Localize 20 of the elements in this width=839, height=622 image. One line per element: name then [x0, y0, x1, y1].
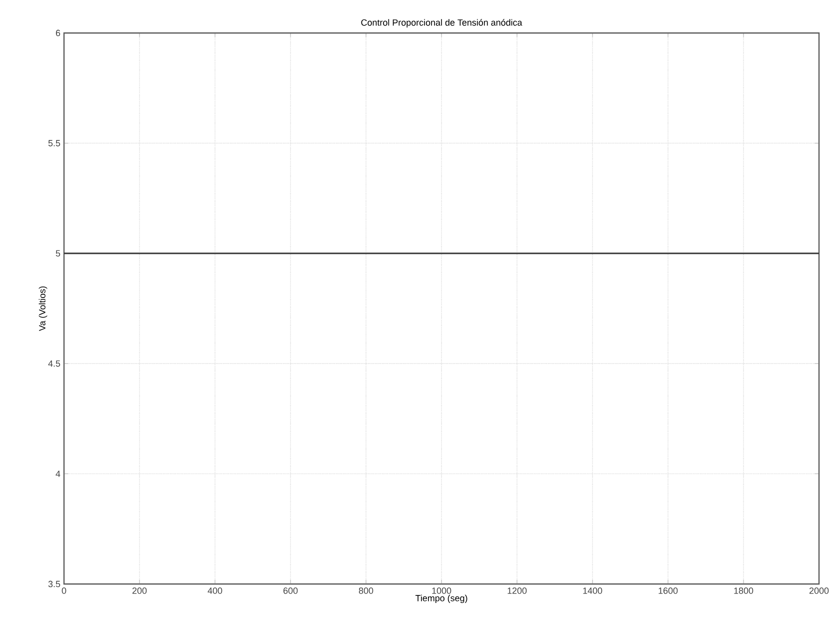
y-tick-label: 3.5 — [48, 580, 60, 588]
chart-title: Control Proporcional de Tensión anódica — [361, 19, 522, 28]
y-tick-label: 6 — [56, 30, 60, 36]
x-tick-label: 1800 — [734, 588, 754, 594]
x-tick-label: 600 — [283, 588, 298, 594]
y-tick-label: 5.5 — [48, 140, 60, 146]
y-tick-label: 4.5 — [48, 360, 60, 367]
y-tick-label: 5 — [56, 250, 60, 257]
x-tick-label: 1600 — [658, 588, 678, 594]
x-tick-label: 1000 — [432, 588, 452, 594]
x-tick-label: 400 — [208, 588, 222, 594]
x-tick-label: 2000 — [809, 588, 829, 594]
x-tick-label: 1400 — [583, 588, 602, 594]
x-tick-label: 0 — [62, 588, 66, 594]
x-tick-label: 800 — [358, 588, 374, 594]
y-tick-label: 4 — [56, 470, 60, 477]
x-tick-label: 200 — [132, 588, 147, 594]
y-axis-title: Va (Voltios) — [38, 286, 48, 332]
x-tick-label: 1200 — [508, 588, 527, 594]
x-axis-title: Tiempo (seg) — [415, 594, 468, 604]
